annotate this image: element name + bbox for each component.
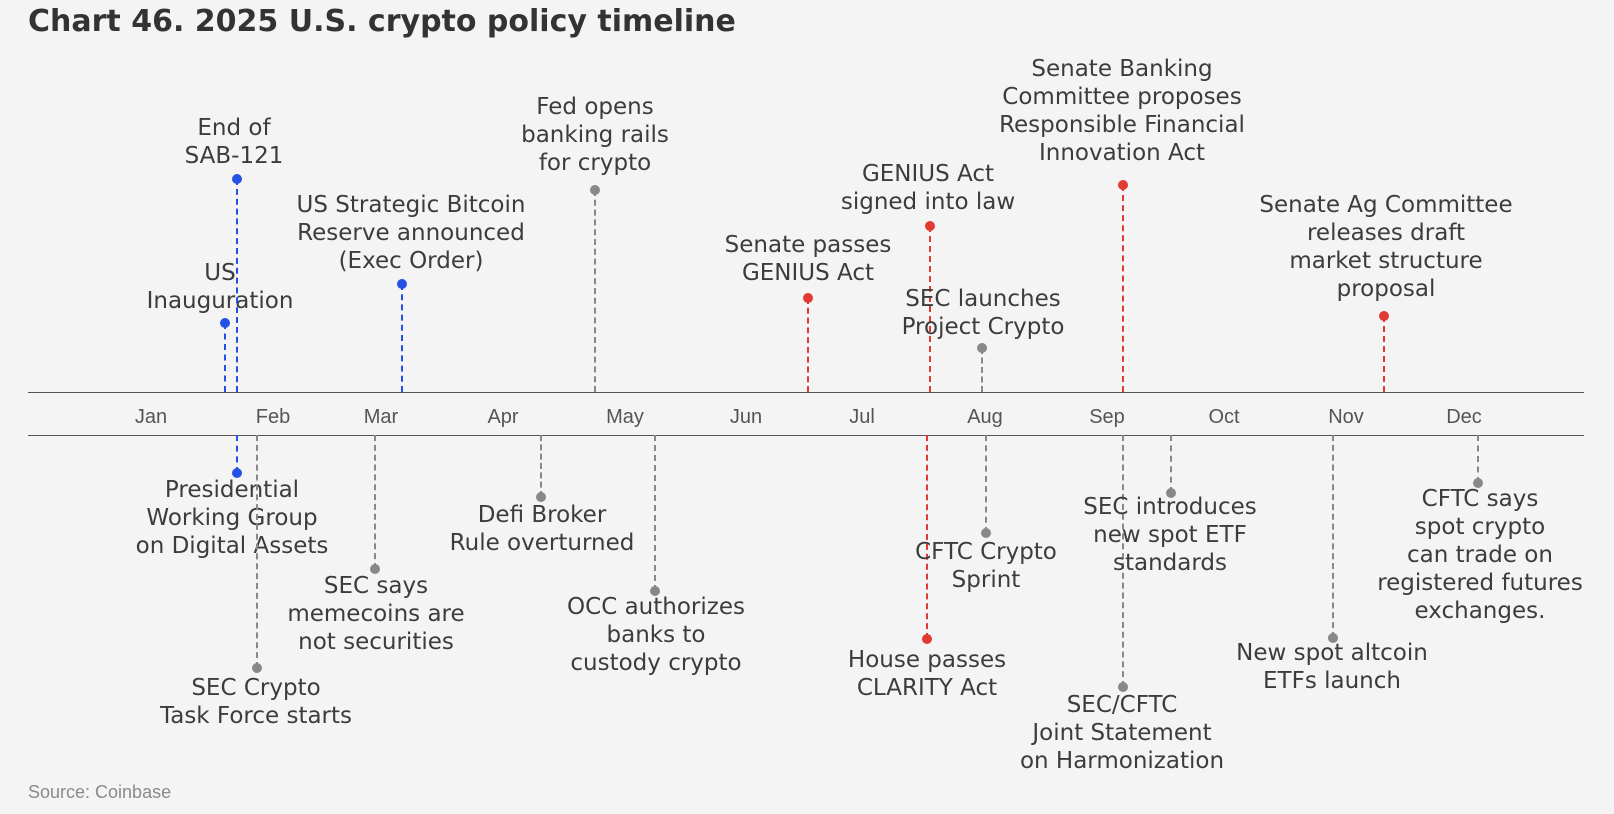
event-label: CFTC says spot crypto can trade on regis… [1377, 486, 1583, 624]
event-stem [1122, 185, 1124, 392]
event-label: House passes CLARITY Act [847, 647, 1007, 701]
timeline-lower-rule [28, 435, 1584, 436]
month-label-jan: Jan [134, 406, 168, 428]
event-stem [1332, 435, 1334, 638]
event-label: New spot altcoin ETFs launch [1236, 640, 1428, 694]
month-label-nov: Nov [1328, 406, 1364, 428]
month-label-jul: Jul [849, 406, 875, 428]
event-label: SEC launches Project Crypto [901, 286, 1065, 340]
event-dot [1118, 180, 1128, 190]
event-stem [1477, 435, 1479, 483]
source-note: Source: Coinbase [28, 782, 172, 802]
event-label: Senate passes GENIUS Act [724, 232, 892, 286]
event-label: Defi Broker Rule overturned [449, 502, 635, 556]
event-stem [654, 435, 656, 591]
event-dot [220, 318, 230, 328]
event-label: GENIUS Act signed into law [840, 161, 1016, 215]
event-stem [224, 323, 226, 392]
event-label: Senate Ag Committee releases draft marke… [1259, 192, 1513, 302]
event-stem [1170, 435, 1172, 493]
event-label: SEC says memecoins are not securities [287, 573, 465, 655]
event-stem [926, 435, 928, 639]
event-stem [1122, 435, 1124, 687]
event-stem [1383, 316, 1385, 392]
month-label-oct: Oct [1208, 406, 1240, 428]
month-label-feb: Feb [255, 406, 291, 428]
event-dot [397, 279, 407, 289]
event-dot [1328, 633, 1338, 643]
event-label: SEC introduces new spot ETF standards [1083, 494, 1257, 576]
month-label-sep: Sep [1089, 406, 1125, 428]
event-label: US Strategic Bitcoin Reserve announced (… [296, 192, 526, 274]
event-label: OCC authorizes banks to custody crypto [567, 594, 745, 676]
event-label: SEC Crypto Task Force starts [159, 675, 353, 729]
event-stem [985, 435, 987, 533]
event-stem [374, 435, 376, 569]
month-label-may: May [606, 406, 644, 428]
event-label: End of SAB-121 [184, 115, 284, 169]
timeline-upper-rule [28, 392, 1584, 393]
month-label-jun: Jun [729, 406, 763, 428]
event-dot [232, 468, 242, 478]
event-dot [925, 221, 935, 231]
event-dot [981, 528, 991, 538]
event-dot [977, 343, 987, 353]
event-dot [922, 634, 932, 644]
event-label: Presidential Working Group on Digital As… [135, 477, 329, 559]
event-dot [803, 293, 813, 303]
month-label-mar: Mar [363, 406, 399, 428]
event-dot [536, 492, 546, 502]
event-dot [232, 174, 242, 184]
event-stem [929, 226, 931, 392]
event-label: SEC/CFTC Joint Statement on Harmonizatio… [1019, 692, 1225, 774]
event-dot [1379, 311, 1389, 321]
event-dot [370, 564, 380, 574]
event-dot [650, 586, 660, 596]
event-label: Fed opens banking rails for crypto [521, 94, 669, 176]
event-dot [1118, 682, 1128, 692]
event-stem [594, 190, 596, 392]
event-stem [256, 435, 258, 668]
event-stem [540, 435, 542, 497]
event-dot [252, 663, 262, 673]
event-stem [807, 298, 809, 392]
event-dot [1166, 488, 1176, 498]
event-label: US Inauguration [146, 260, 294, 314]
event-stem [236, 435, 238, 473]
event-stem [981, 348, 983, 392]
month-label-apr: Apr [487, 406, 519, 428]
month-label-dec: Dec [1446, 406, 1482, 428]
event-dot [590, 185, 600, 195]
event-stem [401, 284, 403, 392]
event-label: Senate Banking Committee proposes Respon… [999, 56, 1245, 166]
month-label-aug: Aug [967, 406, 1003, 428]
event-label: CFTC Crypto Sprint [915, 539, 1057, 593]
event-stem [236, 179, 238, 392]
event-dot [1473, 478, 1483, 488]
chart-title: Chart 46. 2025 U.S. crypto policy timeli… [28, 4, 736, 39]
